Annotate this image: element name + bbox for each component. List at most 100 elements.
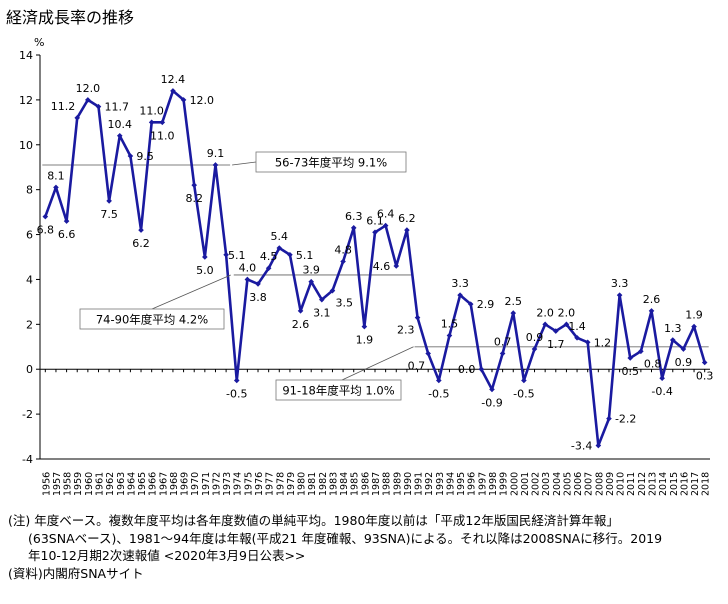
data-point xyxy=(244,276,251,283)
x-tick-label: 1958 xyxy=(63,472,74,496)
data-point xyxy=(53,184,59,191)
data-label: 4.0 xyxy=(239,261,257,274)
x-tick-label: 1983 xyxy=(328,472,339,496)
data-point xyxy=(287,251,293,258)
x-tick-label: 1999 xyxy=(499,472,510,496)
data-point xyxy=(276,245,283,251)
y-tick-label: 4 xyxy=(26,273,33,286)
data-point xyxy=(478,366,485,373)
data-label: 1.9 xyxy=(356,334,374,347)
callout-leader xyxy=(232,161,257,166)
x-tick-label: 1956 xyxy=(41,472,52,496)
x-tick-label: 1989 xyxy=(392,472,403,496)
data-label: 6.4 xyxy=(377,208,395,221)
footnotes: (注) 年度ベース。複数年度平均は各年度数値の単純平均。1980年度以前は「平成… xyxy=(8,512,720,582)
data-label: 6.2 xyxy=(132,237,150,250)
x-tick-label: 1992 xyxy=(424,472,435,496)
data-point xyxy=(457,292,463,298)
x-tick-label: 1969 xyxy=(180,472,191,496)
data-point xyxy=(606,415,612,422)
data-point xyxy=(255,281,261,287)
y-tick-label: -4 xyxy=(22,453,33,466)
x-tick-label: 2015 xyxy=(669,472,680,496)
y-tick-label: -2 xyxy=(22,408,33,421)
data-point xyxy=(510,310,517,316)
data-point xyxy=(542,321,548,328)
data-point xyxy=(669,337,676,343)
data-point xyxy=(425,350,431,357)
x-tick-label: 1985 xyxy=(350,472,361,496)
data-label: 0.8 xyxy=(644,357,662,370)
data-label: 5.4 xyxy=(271,230,289,243)
x-tick-label: 2004 xyxy=(552,472,563,496)
x-tick-label: 1987 xyxy=(371,472,382,496)
data-label: 11.2 xyxy=(51,100,76,113)
data-point xyxy=(85,97,91,103)
x-tick-label: 1988 xyxy=(382,472,393,496)
data-label: -0.5 xyxy=(513,387,534,400)
data-point xyxy=(127,153,134,159)
x-tick-label: 2016 xyxy=(679,472,690,496)
x-tick-label: 1959 xyxy=(73,472,84,496)
data-label: 6.6 xyxy=(58,228,76,241)
data-label: 9.5 xyxy=(136,150,154,163)
data-label: 1.4 xyxy=(568,320,586,333)
data-point xyxy=(106,198,112,204)
data-point xyxy=(42,213,49,220)
x-tick-label: 1963 xyxy=(116,472,127,496)
average-callout-label: 91-18年度平均 1.0% xyxy=(282,384,394,398)
x-tick-label: 2010 xyxy=(616,472,627,496)
data-label: 2.0 xyxy=(558,306,576,319)
axes-layer: % -4 -2 0 2 4 6 8 10 12 14 1956 1957 1958 1959 1960 1961… xyxy=(19,36,712,496)
data-point xyxy=(446,332,453,339)
data-point xyxy=(574,335,580,341)
x-tick-label: 1976 xyxy=(254,472,265,496)
data-point xyxy=(563,321,570,328)
data-label: 1.3 xyxy=(664,322,682,335)
data-label: 12.4 xyxy=(161,73,186,86)
y-tick-label: 0 xyxy=(26,363,33,376)
x-tick-label: 1995 xyxy=(456,472,467,496)
series-layer xyxy=(42,88,708,449)
data-point xyxy=(212,162,219,168)
average-callout-box xyxy=(275,379,402,401)
data-point xyxy=(616,292,623,298)
x-tick-label: 1990 xyxy=(403,472,414,496)
data-point xyxy=(701,359,708,366)
y-tick-label: 12 xyxy=(19,94,33,107)
footnote-line-3: 年10-12月期2次速報値 <2020年3月9日公表>> xyxy=(28,548,306,563)
data-point xyxy=(382,222,389,229)
growth-rate-chart: % -4 -2 0 2 4 6 8 10 12 14 1956 1957 1958 1959 1960 1961… xyxy=(19,36,713,496)
data-point xyxy=(148,119,155,126)
data-point xyxy=(552,328,559,334)
x-tick-label: 1997 xyxy=(477,472,488,496)
data-point xyxy=(159,119,166,126)
data-label: 8.2 xyxy=(185,192,203,205)
data-label: 2.6 xyxy=(643,293,661,306)
data-label: 5.1 xyxy=(228,249,246,262)
x-tick-label: 2014 xyxy=(658,472,669,496)
data-label: -3.4 xyxy=(571,440,592,453)
x-tick-label: 1961 xyxy=(94,472,105,496)
x-tick-label: 1982 xyxy=(318,472,329,496)
data-point xyxy=(436,377,442,384)
data-label: 3.5 xyxy=(335,297,353,310)
data-point xyxy=(116,133,123,139)
data-label: 5.1 xyxy=(296,249,314,262)
callout-leader xyxy=(151,274,231,310)
data-label: 6.1 xyxy=(366,214,384,227)
x-tick-label: 1998 xyxy=(488,472,499,496)
data-point xyxy=(680,346,687,352)
average-callout-label: 74-90年度平均 4.2% xyxy=(96,313,208,327)
data-label: -0.5 xyxy=(226,387,247,400)
data-point xyxy=(170,88,176,94)
data-point xyxy=(414,314,421,321)
data-point xyxy=(648,308,655,314)
x-tick-label: 1993 xyxy=(435,472,446,496)
data-label: 4.5 xyxy=(260,250,278,263)
x-tick-label: 2012 xyxy=(637,472,648,496)
x-tick-label: 1966 xyxy=(148,472,159,496)
data-point xyxy=(489,386,495,393)
data-point xyxy=(691,323,697,330)
y-tick-label: 14 xyxy=(19,49,33,62)
